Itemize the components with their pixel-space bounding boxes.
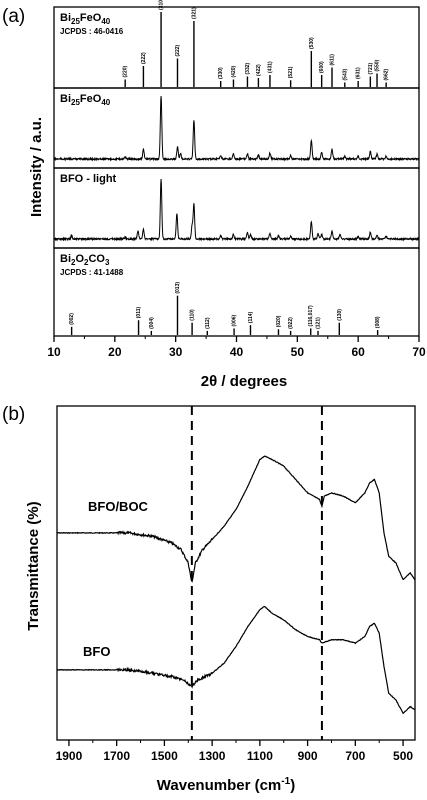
diffraction-pattern-line: [53, 179, 420, 242]
x-tick-label: 1300: [199, 749, 226, 763]
hkl-label: (222): [175, 44, 181, 56]
jcpds-label: JCPDS : 46-0416: [60, 27, 124, 36]
series-label: BFO: [83, 644, 110, 659]
hkl-label: (121): [316, 317, 322, 329]
subplot-label: Bi25FeO40: [60, 93, 111, 107]
hkl-label: (006): [232, 314, 238, 326]
hkl-label: (008): [375, 316, 381, 328]
ftir-spectrum-line: [56, 455, 416, 583]
hkl-label: (002): [69, 313, 75, 325]
hkl-label: (022): [288, 317, 294, 329]
x-tick-label: 500: [393, 749, 413, 763]
hkl-label: (011): [136, 307, 142, 319]
x-tick-label: 10: [47, 345, 61, 359]
panel-a-letter: (a): [2, 6, 25, 27]
hkl-label: (321): [191, 7, 197, 19]
hkl-label: (112): [205, 317, 211, 329]
x-tick-label: 700: [345, 749, 365, 763]
jcpds-label: JCPDS : 41-1488: [60, 268, 124, 277]
ftir-frame: [56, 405, 416, 741]
hkl-label: (332): [245, 62, 251, 74]
x-tick-label: 20: [108, 345, 122, 359]
ftir-x-axis: 1900 1700 1500 1300 1100 900 700 500: [56, 740, 413, 763]
ftir-spectrum-line: [56, 605, 416, 715]
ftir-y-axis-title: Transmittance (%): [25, 501, 42, 630]
subplot-label: BFO - light: [60, 173, 117, 185]
hkl-label: (431): [267, 61, 273, 73]
x-tick-label: 30: [169, 345, 183, 359]
hkl-label: (013): [175, 282, 181, 294]
subplot-label: Bi2O2CO3: [60, 253, 110, 267]
hkl-label: (330): [218, 67, 224, 79]
x-tick-label: 1100: [247, 749, 273, 763]
hkl-label: (130): [337, 309, 343, 321]
hkl-label: (721): [368, 62, 374, 74]
x-tick-label: 900: [298, 749, 318, 763]
xrd-x-axis: 10 20 30 40 50 60 70: [47, 336, 426, 359]
hkl-label: (420): [231, 65, 237, 77]
xrd-y-axis-title: Intensity / a.u.: [28, 117, 45, 217]
hkl-label: (114): [248, 311, 254, 323]
hkl-label: (543): [342, 68, 348, 80]
ftir-plot-area: BFO/BOC BFO: [56, 405, 416, 741]
xrd-subplot-2: Bi25FeO40: [53, 87, 420, 169]
panel-b-letter: (b): [2, 404, 25, 425]
x-tick-label: 1900: [56, 749, 83, 763]
ftir-x-axis-title: Wavenumber (cm-1): [157, 776, 295, 794]
subplot-label: Bi25FeO40: [60, 12, 111, 26]
hkl-label: (530): [309, 37, 315, 49]
x-tick-label: 40: [230, 345, 244, 359]
diffraction-pattern-line: [53, 95, 420, 162]
x-tick-label: 50: [291, 345, 305, 359]
hkl-label: (222): [141, 52, 147, 64]
hkl-label: (110): [190, 309, 196, 321]
hkl-label: (422): [256, 64, 262, 76]
hkl-label: (220): [123, 65, 129, 77]
x-tick-label: 1500: [151, 749, 178, 763]
hkl-label: (116,017): [308, 305, 314, 326]
hkl-label: (020): [276, 315, 282, 327]
hkl-label: (521): [288, 66, 294, 78]
hkl-label: (611): [330, 54, 336, 66]
xrd-x-axis-title: 2θ / degrees: [201, 373, 287, 390]
hkl-label: (550): [375, 59, 381, 71]
xrd-subplot-3: BFO - light: [53, 167, 420, 249]
x-tick-label: 1700: [103, 749, 130, 763]
hkl-label: (600): [319, 61, 325, 73]
x-tick-label: 60: [351, 345, 365, 359]
hkl-label: (631): [356, 67, 362, 79]
hkl-label: (662): [384, 68, 390, 80]
x-tick-label: 70: [412, 345, 426, 359]
panel-b: (b) BFO/BOC BFO 1900 1700 1500 1300 1100 900 70…: [2, 404, 416, 794]
series-label: BFO/BOC: [88, 499, 149, 514]
hkl-label: (310): [159, 0, 165, 10]
hkl-label: (004): [149, 317, 155, 329]
